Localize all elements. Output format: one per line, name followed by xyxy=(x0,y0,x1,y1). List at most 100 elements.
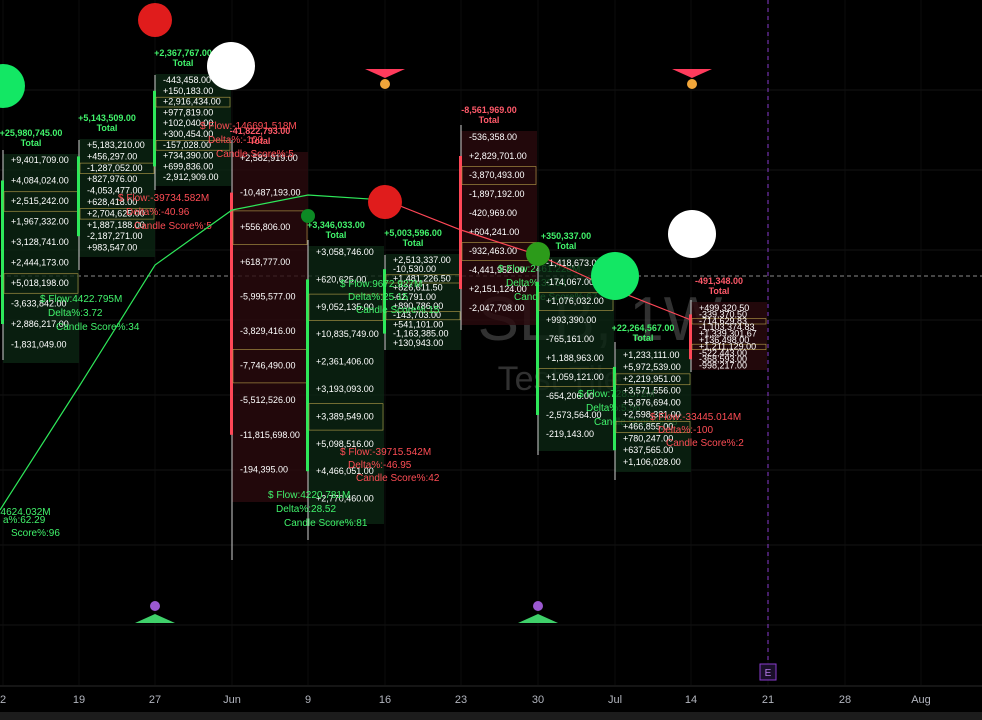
candle-stat: $ Flow:-146691.518M xyxy=(200,121,297,132)
x-tick-label: 27 xyxy=(149,694,161,706)
dot-white-1 xyxy=(207,42,255,90)
candle-total-label: Total xyxy=(403,238,424,248)
candle-4-body xyxy=(306,279,309,472)
level-value: -368,593.00 xyxy=(699,354,747,364)
candle-total: +2,367,767.00 xyxy=(154,48,212,58)
level-box xyxy=(79,162,155,174)
candle-2[interactable]: -443,458.00+150,183.00+2,916,434.00+977,… xyxy=(118,48,231,232)
candle-8[interactable]: +1,233,111.00 +5,972,539.00 +2,219,951.00 +… xyxy=(612,323,745,480)
level-value: -2,912,909.00 xyxy=(163,172,219,182)
candle-total: +350,337.00 xyxy=(541,231,591,241)
candle-1[interactable]: +5,183,210.00+456,297.00 -1,287,052.00+82… xyxy=(40,113,155,333)
level-value: -1,831,049.00 xyxy=(11,340,67,350)
dot-green-medium xyxy=(526,242,550,266)
level-value: +3,389,549.00 xyxy=(316,411,374,421)
level-value: +4,466,051.00 xyxy=(316,466,374,476)
candle-3-cells xyxy=(232,152,308,502)
candle-6-body xyxy=(459,156,462,289)
level-value: +1,967,332.00 xyxy=(11,217,69,227)
candle-stat: Candle Score%:81 xyxy=(284,518,368,529)
level-value: +556,806.00 xyxy=(240,222,290,232)
x-tick-label: Aug xyxy=(911,694,931,706)
level-value: +9,401,709.00 xyxy=(11,155,69,165)
candle-0-body xyxy=(1,180,4,324)
x-tick-label: 19 xyxy=(73,694,85,706)
level-value: +1,059,121.00 xyxy=(546,372,604,382)
level-box xyxy=(232,210,308,245)
level-value: -62,791.00 xyxy=(393,292,436,302)
level-value: +2,598,331.00 xyxy=(623,410,681,420)
level-value: -443,458.00 xyxy=(163,75,211,85)
candle-stat: $ Flow:-33445.014M xyxy=(650,412,741,423)
level-value: -522,443.00 xyxy=(699,348,747,358)
candle-5[interactable]: +2,513,337.00-10,530.00+1,481,226.50+826… xyxy=(340,228,461,484)
level-value: +5,018,198.00 xyxy=(11,278,69,288)
level-box xyxy=(308,403,384,431)
candle-3[interactable]: +2,582,919.00 -10,487,193.00 +556,806.00 +6… xyxy=(200,121,308,560)
level-value: +1,076,032.00 xyxy=(546,296,604,306)
level-box xyxy=(691,318,767,325)
level-box xyxy=(691,343,767,350)
candle-9[interactable]: +499,320.50-339,370.50-714,629.83-1,103,… xyxy=(689,276,767,372)
level-value: -932,463.00 xyxy=(469,246,517,256)
level-value: +5,098,516.00 xyxy=(316,439,374,449)
x-tick-label: 9 xyxy=(305,694,311,706)
dot-red-2 xyxy=(368,185,402,219)
level-value: +541,101.00 xyxy=(393,319,443,329)
level-value: +466,855.00 xyxy=(623,421,673,431)
level-value: -5,995,577.00 xyxy=(240,291,296,301)
candle-stat: $ Flow:-39734.582M xyxy=(118,193,209,204)
level-value: +2,770,460.00 xyxy=(316,494,374,504)
candle-0[interactable]: +9,401,709.00 +4,084,024.00 +2,515,242.00 +… xyxy=(0,128,79,539)
x-tick-label: 14 xyxy=(685,694,697,706)
level-value: +780,247.00 xyxy=(623,433,673,443)
level-value: +2,582,919.00 xyxy=(240,153,298,163)
candle-total-label: Total xyxy=(250,136,271,146)
candle-stat: Score%:96 xyxy=(11,528,60,539)
scrollbar[interactable] xyxy=(0,712,982,720)
level-value: -420,969.00 xyxy=(469,208,517,218)
candle-total-label: Total xyxy=(479,115,500,125)
candle-7[interactable]: -1,418,673.00 -174,067.00 +1,076,032.00 +99… xyxy=(536,231,678,455)
level-box xyxy=(385,311,461,321)
level-value: +130,943.00 xyxy=(393,338,443,348)
level-box xyxy=(155,96,231,108)
candle-6-cells xyxy=(461,131,537,325)
level-value: +699,836.00 xyxy=(163,161,213,171)
dot-green-small xyxy=(301,209,315,223)
level-value: +5,876,694.00 xyxy=(623,398,681,408)
level-value: -1,287,052.00 xyxy=(87,163,143,173)
level-value: +1,211,129.00 xyxy=(699,341,756,351)
level-value: -1,163,385.00 xyxy=(393,329,449,339)
level-value: +2,515,242.00 xyxy=(11,196,69,206)
level-value: -3,829,416.00 xyxy=(240,326,296,336)
level-value: +2,513,337.00 xyxy=(393,255,451,265)
candle-5-cells xyxy=(385,254,461,350)
level-value: +9,052,135.00 xyxy=(316,302,374,312)
candle-4[interactable]: +3,058,746.00 +620,625.00 +9,052,135.00 +10… xyxy=(268,220,384,540)
event-label: E xyxy=(765,668,772,679)
level-value: +2,829,701.00 xyxy=(469,151,527,161)
level-value: -11,815,698.00 xyxy=(240,430,300,440)
level-value: -765,161.00 xyxy=(546,334,594,344)
level-value: -1,103,374.83 xyxy=(699,322,755,332)
level-box xyxy=(3,273,79,294)
x-tick-label: Jun xyxy=(223,694,241,706)
level-value: +3,128,741.00 xyxy=(11,237,69,247)
candle-stat: $ Flow:-39715.542M xyxy=(340,447,431,458)
level-value: +618,777.00 xyxy=(240,257,290,267)
bottom-marker-dot-0 xyxy=(150,601,160,611)
candle-stat: Candle Score%:34 xyxy=(56,322,140,333)
level-value: -998,217.00 xyxy=(699,361,747,371)
level-value: -174,067.00 xyxy=(546,277,594,287)
bottom-marker-triangle-1 xyxy=(518,614,558,623)
level-value: +604,241.00 xyxy=(469,227,519,237)
event-box[interactable] xyxy=(759,663,777,681)
level-value: +977,819.00 xyxy=(163,107,213,117)
level-box xyxy=(155,140,231,151)
level-value: -339,370.50 xyxy=(699,309,747,319)
level-value: +2,916,434.00 xyxy=(163,97,221,107)
